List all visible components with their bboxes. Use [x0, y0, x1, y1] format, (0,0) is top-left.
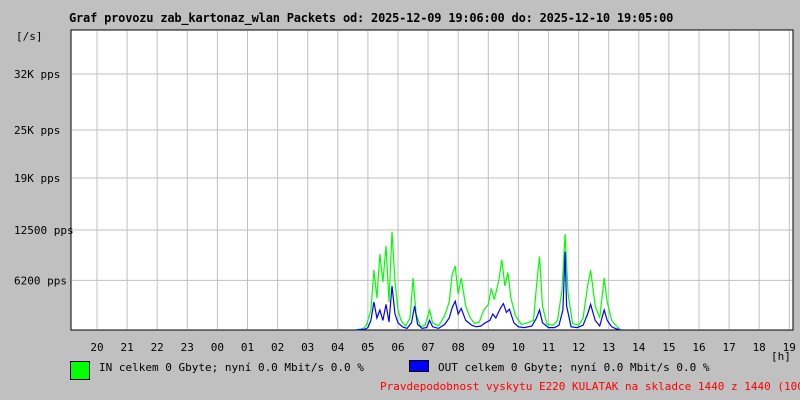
y-tick-label: 6200 pps [14, 274, 67, 287]
x-tick-label: 15 [662, 341, 675, 354]
x-tick-label: 21 [120, 341, 133, 354]
x-tick-label: 18 [753, 341, 766, 354]
x-tick-label: 14 [632, 341, 646, 354]
y-tick-labels: 6200 pps 12500 pps 19K pps 25K pps 32K pps [14, 68, 74, 287]
legend-out-swatch [409, 360, 429, 372]
x-tick-label: 10 [512, 341, 525, 354]
y-tick-label: 32K pps [14, 68, 60, 81]
grid-horizontal [72, 73, 792, 281]
legend-out-label: OUT celkem 0 Gbyte; nyní 0.0 Mbit/s 0.0 … [438, 361, 710, 374]
x-tick-label: 00 [211, 341, 224, 354]
x-tick-label: 23 [181, 341, 194, 354]
chart-title: Graf provozu zab_kartonaz_wlan Packets o… [69, 11, 674, 25]
x-tick-label: 01 [241, 341, 254, 354]
y-tick-label: 19K pps [14, 172, 60, 185]
series-out-line [355, 251, 621, 331]
y-tick-label: 12500 pps [14, 224, 74, 237]
plot-area [70, 29, 794, 331]
series-in-line [355, 231, 622, 331]
x-tick-label: 11 [542, 341, 555, 354]
y-tick-label: 25K pps [14, 124, 60, 137]
x-tick-label: 12 [572, 341, 585, 354]
x-tick-label: 17 [722, 341, 735, 354]
legend-in-swatch [70, 361, 90, 380]
y-unit-label: [/s] [16, 30, 43, 43]
x-tick-label: 08 [452, 341, 465, 354]
series-layer [355, 231, 622, 331]
x-tick-label: 16 [692, 341, 705, 354]
grid-vertical [96, 31, 790, 329]
legend-in-label: IN celkem 0 Gbyte; nyní 0.0 Mbit/s 0.0 % [99, 361, 364, 374]
x-unit-label: [h] [771, 350, 791, 363]
x-tick-label: 19 [783, 341, 796, 354]
x-tick-label: 07 [421, 341, 434, 354]
x-tick-label: 05 [361, 341, 374, 354]
x-tick-label: 09 [482, 341, 495, 354]
x-tick-label: 02 [271, 341, 284, 354]
x-tick-label: 04 [331, 341, 345, 354]
footer-note: Pravdepodobnost vyskytu E220 KULATAK na … [380, 380, 800, 393]
x-tick-labels: 20 21 22 23 00 01 02 03 04 05 06 07 08 09 10 11 12 13 14 15… [90, 341, 796, 354]
x-tick-label: 03 [301, 341, 314, 354]
x-tick-label: 13 [602, 341, 615, 354]
x-tick-label: 06 [391, 341, 404, 354]
x-tick-label: 20 [90, 341, 103, 354]
x-tick-label: 22 [151, 341, 164, 354]
